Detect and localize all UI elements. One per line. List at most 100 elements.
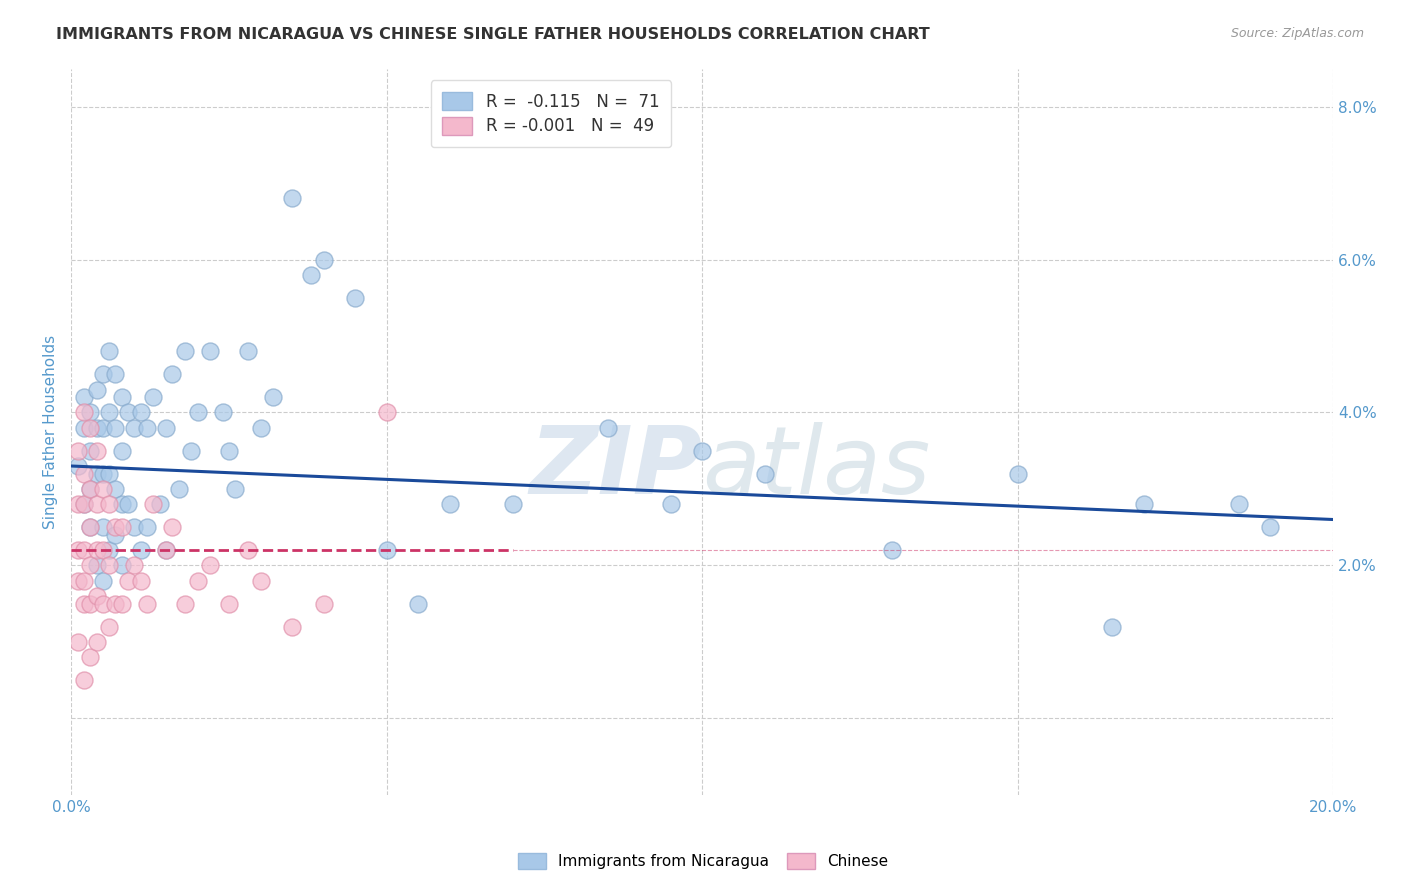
Point xyxy=(111,497,134,511)
Point xyxy=(124,520,146,534)
Point xyxy=(1007,467,1029,481)
Point xyxy=(880,543,903,558)
Legend: Immigrants from Nicaragua, Chinese: Immigrants from Nicaragua, Chinese xyxy=(512,847,894,875)
Point xyxy=(375,543,398,558)
Point xyxy=(91,543,114,558)
Point xyxy=(66,443,89,458)
Point xyxy=(173,597,195,611)
Point xyxy=(79,650,101,665)
Point xyxy=(180,443,202,458)
Point xyxy=(167,482,190,496)
Point xyxy=(86,383,108,397)
Point xyxy=(198,344,221,359)
Point xyxy=(73,467,96,481)
Point xyxy=(124,558,146,573)
Point xyxy=(73,673,96,687)
Point xyxy=(79,405,101,419)
Point xyxy=(86,443,108,458)
Point xyxy=(79,520,101,534)
Point xyxy=(111,390,134,404)
Point xyxy=(98,619,121,633)
Point xyxy=(98,405,121,419)
Point xyxy=(218,443,240,458)
Point xyxy=(79,597,101,611)
Point xyxy=(79,558,101,573)
Point xyxy=(91,467,114,481)
Point xyxy=(79,482,101,496)
Point xyxy=(86,589,108,603)
Point xyxy=(690,443,713,458)
Point xyxy=(91,482,114,496)
Point xyxy=(111,597,134,611)
Point xyxy=(249,421,271,435)
Point xyxy=(73,497,96,511)
Point xyxy=(162,520,184,534)
Point xyxy=(136,597,159,611)
Point xyxy=(117,574,139,588)
Point xyxy=(136,421,159,435)
Point xyxy=(73,597,96,611)
Point xyxy=(299,268,322,282)
Point xyxy=(98,558,121,573)
Point xyxy=(104,528,127,542)
Point xyxy=(129,405,152,419)
Point xyxy=(186,574,208,588)
Point xyxy=(104,421,127,435)
Point xyxy=(1227,497,1250,511)
Point xyxy=(66,458,89,473)
Point xyxy=(104,482,127,496)
Point xyxy=(236,543,259,558)
Y-axis label: Single Father Households: Single Father Households xyxy=(44,334,58,529)
Point xyxy=(73,390,96,404)
Point xyxy=(659,497,682,511)
Point xyxy=(142,390,165,404)
Text: IMMIGRANTS FROM NICARAGUA VS CHINESE SINGLE FATHER HOUSEHOLDS CORRELATION CHART: IMMIGRANTS FROM NICARAGUA VS CHINESE SIN… xyxy=(56,27,929,42)
Point xyxy=(91,597,114,611)
Point xyxy=(312,597,335,611)
Point xyxy=(1258,520,1281,534)
Point xyxy=(502,497,524,511)
Point xyxy=(198,558,221,573)
Point xyxy=(73,497,96,511)
Point xyxy=(236,344,259,359)
Point xyxy=(218,597,240,611)
Point xyxy=(79,482,101,496)
Point xyxy=(155,543,177,558)
Point xyxy=(86,543,108,558)
Legend: R =  -0.115   N =  71, R = -0.001   N =  49: R = -0.115 N = 71, R = -0.001 N = 49 xyxy=(430,80,671,147)
Point xyxy=(86,558,108,573)
Point xyxy=(149,497,172,511)
Point xyxy=(117,497,139,511)
Point xyxy=(73,405,96,419)
Point xyxy=(344,291,367,305)
Point xyxy=(73,574,96,588)
Point xyxy=(79,421,101,435)
Point xyxy=(124,421,146,435)
Point xyxy=(73,543,96,558)
Point xyxy=(754,467,776,481)
Point xyxy=(104,368,127,382)
Point xyxy=(98,344,121,359)
Point xyxy=(86,635,108,649)
Point xyxy=(439,497,461,511)
Point xyxy=(117,405,139,419)
Point xyxy=(186,405,208,419)
Point xyxy=(211,405,233,419)
Point xyxy=(155,543,177,558)
Point xyxy=(142,497,165,511)
Point xyxy=(111,520,134,534)
Point xyxy=(66,574,89,588)
Point xyxy=(312,252,335,267)
Point xyxy=(66,635,89,649)
Point xyxy=(91,520,114,534)
Point xyxy=(91,421,114,435)
Point xyxy=(281,191,304,205)
Point xyxy=(224,482,246,496)
Point xyxy=(375,405,398,419)
Point xyxy=(79,443,101,458)
Point xyxy=(111,443,134,458)
Text: atlas: atlas xyxy=(702,423,931,514)
Point xyxy=(136,520,159,534)
Point xyxy=(104,520,127,534)
Point xyxy=(173,344,195,359)
